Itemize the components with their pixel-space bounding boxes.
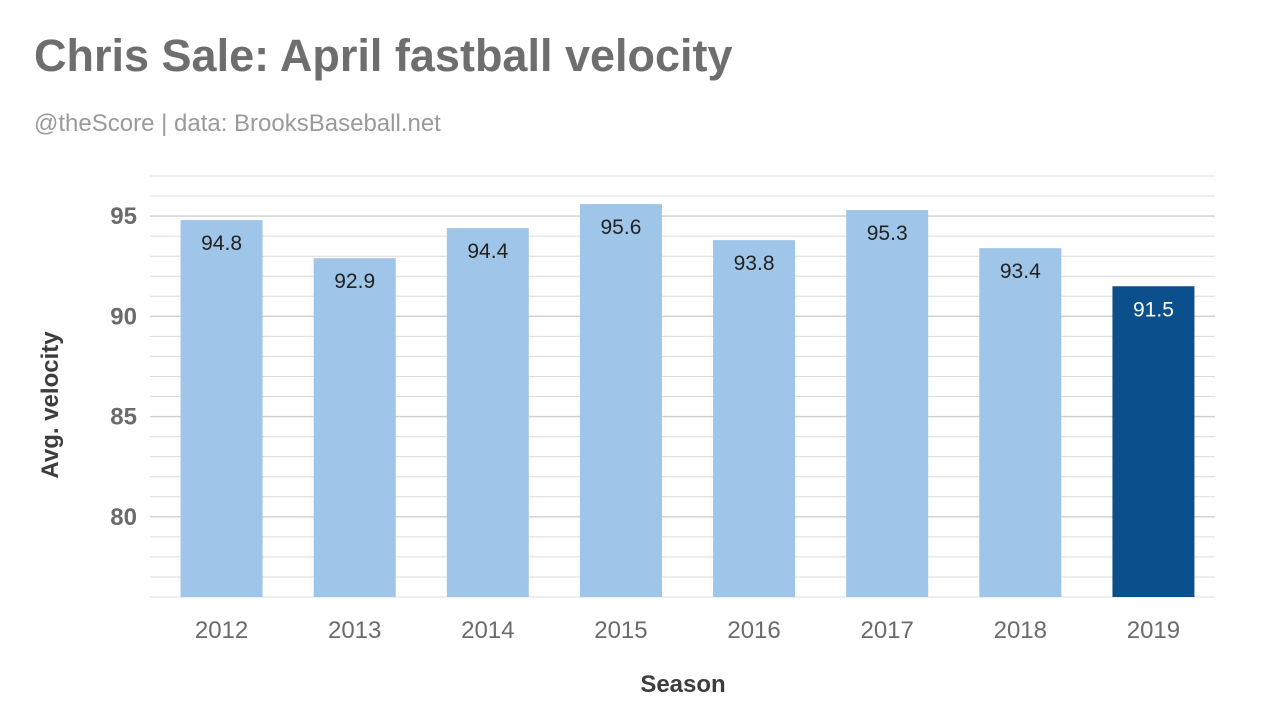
chart-title: Chris Sale: April fastball velocity <box>34 30 733 81</box>
bar-2015 <box>579 204 662 598</box>
bars <box>180 204 1195 598</box>
y-tick-label: 95 <box>110 203 137 230</box>
x-tick-label: 2016 <box>727 617 780 644</box>
y-tick-label: 90 <box>110 303 137 330</box>
y-axis-title: Avg. velocity <box>37 331 64 479</box>
data-label: 94.4 <box>467 240 508 263</box>
x-tick-label: 2017 <box>860 617 913 644</box>
bar-2016 <box>713 240 796 597</box>
data-label: 93.4 <box>1000 260 1041 283</box>
bar-2012 <box>180 220 263 597</box>
y-axis-ticks: 80 85 90 95 <box>110 203 137 531</box>
bar-2013 <box>313 258 396 597</box>
x-axis-ticks: 2012 2013 2014 2015 2016 2017 2018 2019 <box>195 617 1180 644</box>
data-label: 94.8 <box>201 232 242 255</box>
x-tick-label: 2015 <box>594 617 647 644</box>
x-axis-title: Season <box>640 671 725 698</box>
bar-2017 <box>846 210 929 598</box>
bar-2014 <box>446 228 529 597</box>
data-label: 95.6 <box>601 216 642 239</box>
x-tick-label: 2013 <box>328 617 381 644</box>
x-tick-label: 2019 <box>1127 617 1180 644</box>
x-tick-label: 2014 <box>461 617 514 644</box>
x-tick-label: 2018 <box>994 617 1047 644</box>
x-tick-label: 2012 <box>195 617 248 644</box>
data-label: 92.9 <box>334 270 375 293</box>
chart-subtitle: @theScore | data: BrooksBaseball.net <box>34 110 441 137</box>
data-labels: 94.8 92.9 94.4 95.6 93.8 95.3 93.4 91.5 <box>201 216 1174 321</box>
y-tick-label: 80 <box>110 504 137 531</box>
data-label: 93.8 <box>734 252 775 275</box>
bar-2019 <box>1112 286 1195 597</box>
y-tick-label: 85 <box>110 404 137 431</box>
data-label: 95.3 <box>867 222 908 245</box>
data-label: 91.5 <box>1133 298 1174 321</box>
bar-2018 <box>979 248 1062 597</box>
